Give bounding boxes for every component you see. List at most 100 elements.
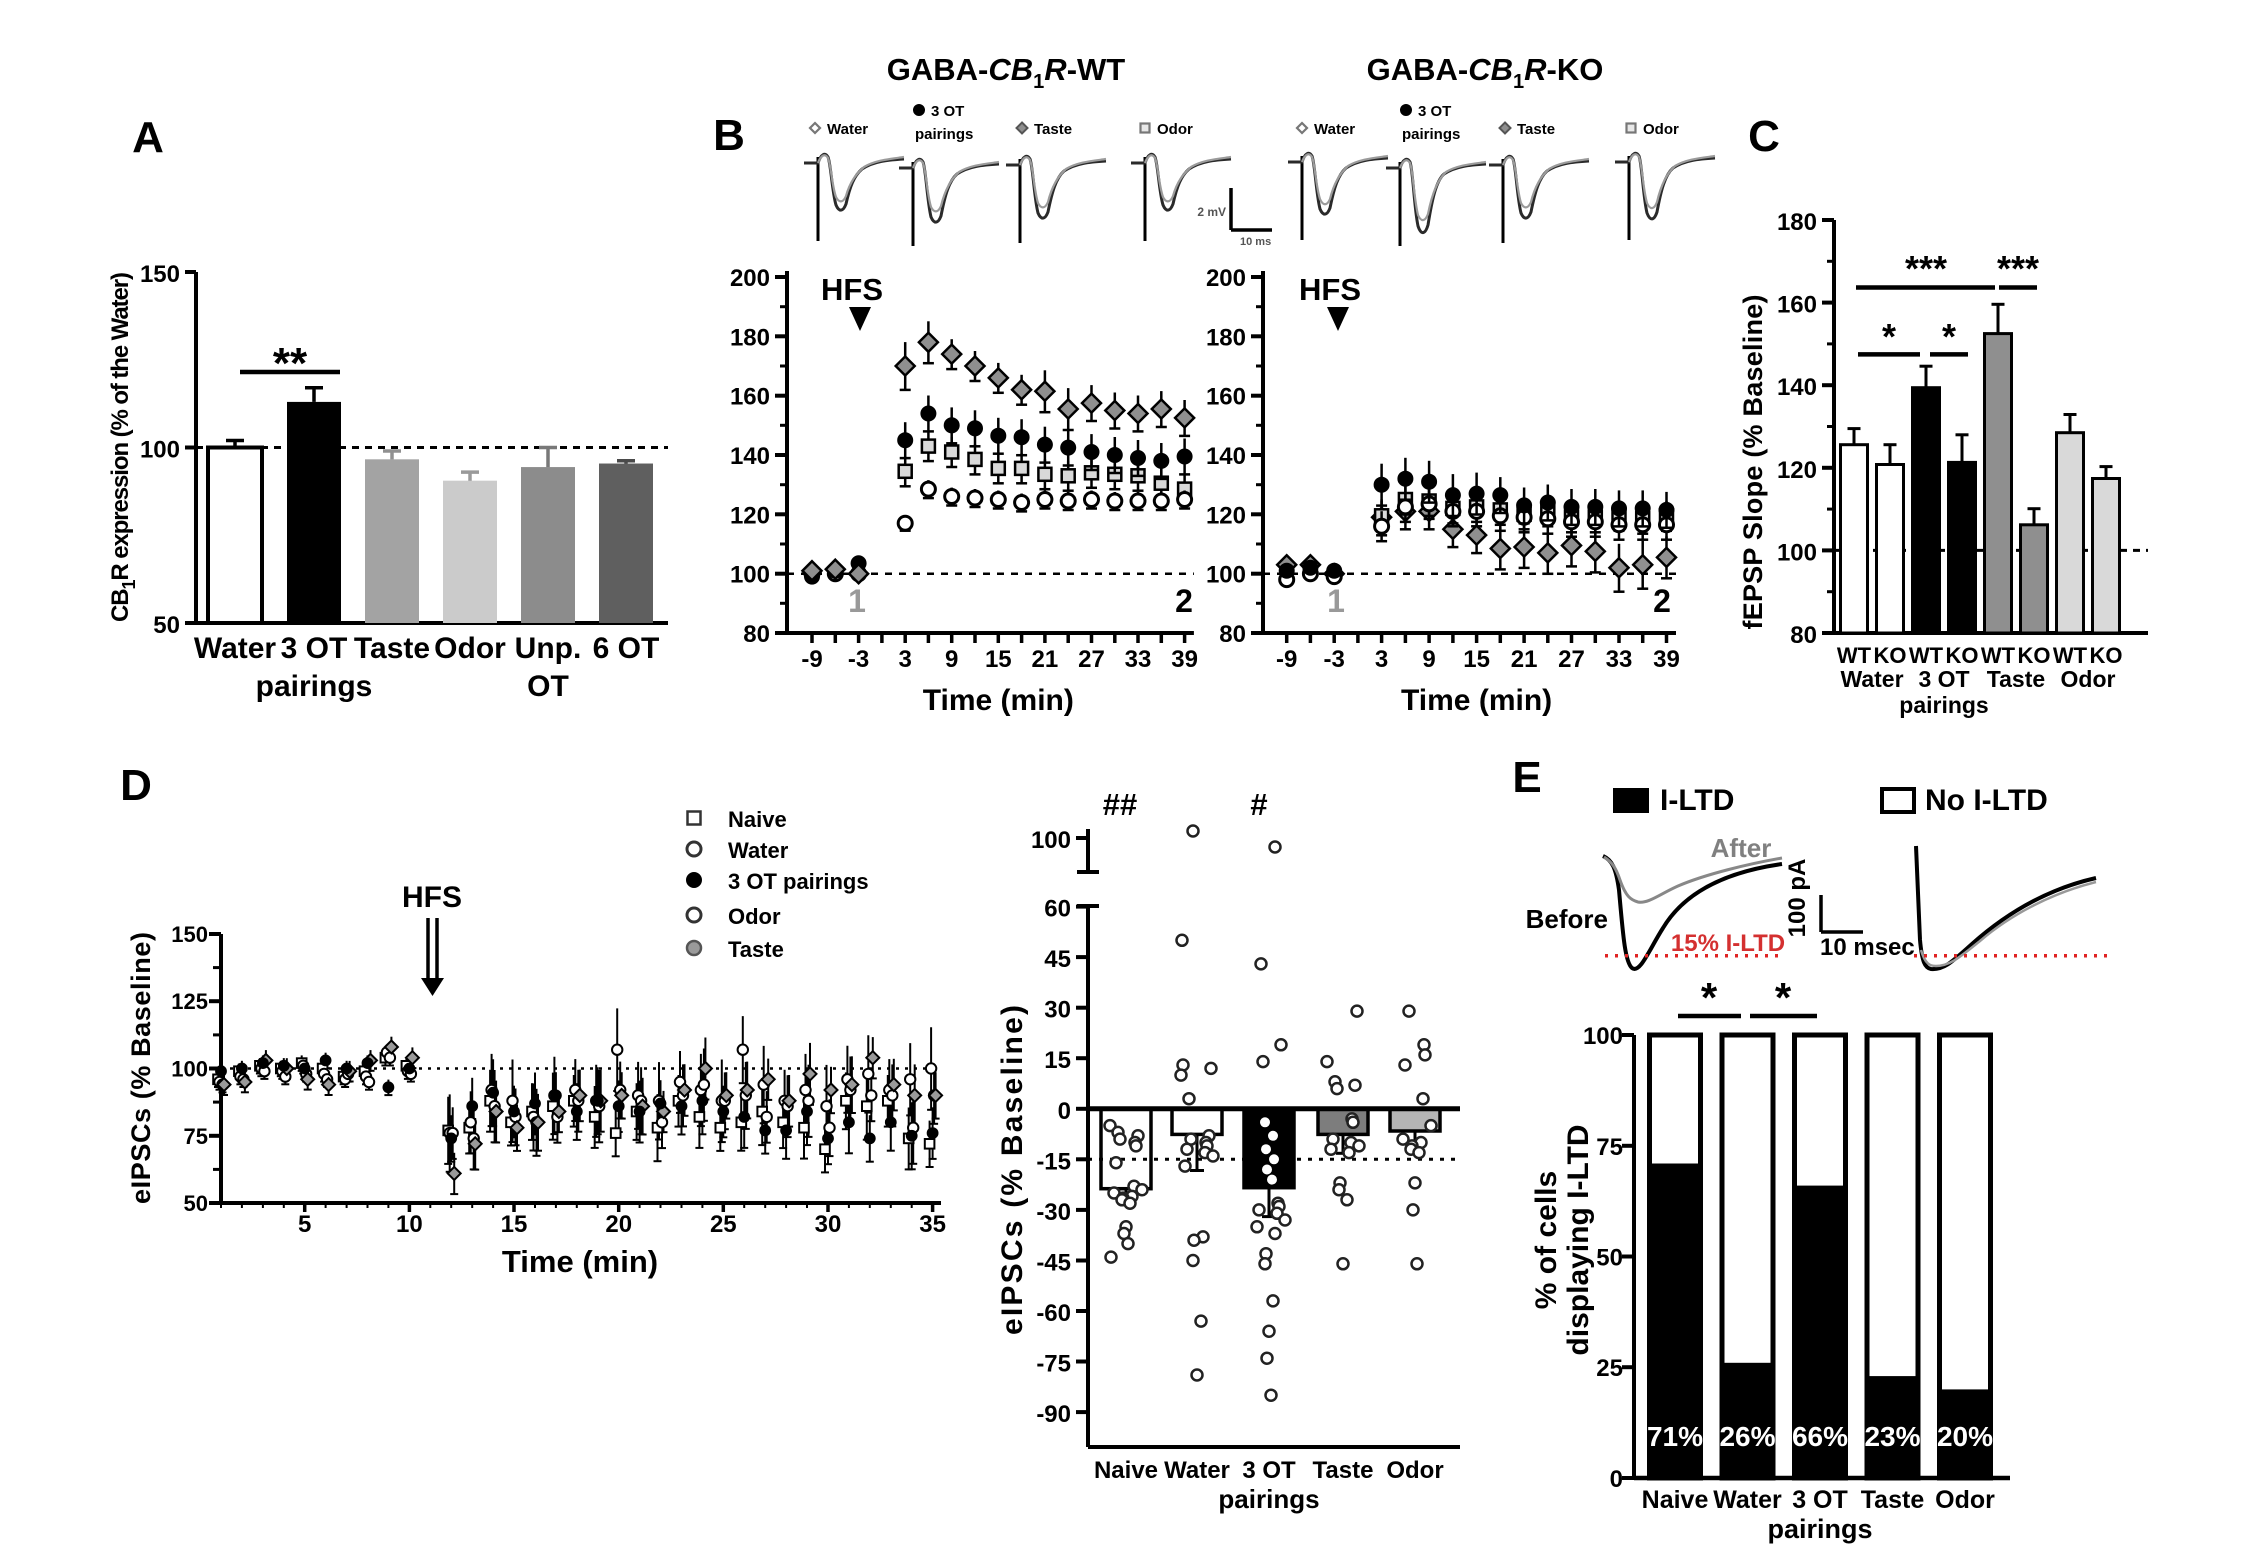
svg-text:GABA-CB1R-KO: GABA-CB1R-KO: [1367, 52, 1604, 93]
svg-text:Naive: Naive: [1642, 1486, 1709, 1514]
svg-text:Naive: Naive: [1094, 1457, 1158, 1484]
svg-text:Water: Water: [1314, 121, 1355, 138]
svg-text:180: 180: [1206, 324, 1246, 351]
svg-text:120: 120: [730, 502, 770, 529]
svg-text:140: 140: [1206, 443, 1246, 470]
svg-text:100: 100: [1777, 539, 1817, 566]
svg-text:120: 120: [1777, 457, 1817, 484]
svg-text:10 ms: 10 ms: [1240, 236, 1271, 248]
svg-text:0: 0: [1058, 1098, 1071, 1125]
svg-text:100: 100: [1583, 1023, 1623, 1050]
svg-text:20%: 20%: [1937, 1421, 1993, 1452]
svg-text:E: E: [1512, 753, 1541, 802]
svg-text:Time (min): Time (min): [502, 1244, 658, 1279]
svg-text:HFS: HFS: [1299, 272, 1361, 307]
svg-text:-3: -3: [1324, 646, 1345, 673]
svg-text:80: 80: [1790, 622, 1817, 649]
svg-text:B: B: [713, 111, 745, 160]
svg-text:Time (min): Time (min): [1401, 684, 1552, 717]
svg-text:KO: KO: [2018, 643, 2051, 668]
svg-text:30: 30: [1044, 997, 1071, 1024]
svg-text:39: 39: [1653, 646, 1680, 673]
svg-text:pairings: pairings: [915, 126, 973, 143]
svg-text:-30: -30: [1036, 1199, 1071, 1226]
svg-text:1: 1: [1327, 583, 1345, 619]
svg-text:5: 5: [298, 1211, 311, 1238]
svg-text:100: 100: [1206, 562, 1246, 589]
svg-text:eIPSCs (% Baseline): eIPSCs (% Baseline): [996, 1005, 1029, 1335]
svg-text:OT: OT: [527, 670, 569, 703]
svg-text:Time (min): Time (min): [923, 684, 1074, 717]
svg-text:#: #: [1250, 787, 1267, 822]
svg-text:Unp.: Unp.: [515, 632, 582, 665]
svg-text:A: A: [132, 113, 164, 162]
svg-text:100: 100: [1031, 827, 1071, 854]
svg-text:15: 15: [1044, 1047, 1071, 1074]
svg-text:180: 180: [730, 324, 770, 351]
svg-text:2: 2: [1175, 583, 1193, 619]
svg-text:Taste: Taste: [728, 937, 784, 962]
svg-text:*: *: [1775, 974, 1792, 1021]
svg-text:71%: 71%: [1647, 1421, 1703, 1452]
svg-text:Odor: Odor: [728, 904, 781, 929]
svg-text:Odor: Odor: [1935, 1486, 1995, 1514]
svg-text:160: 160: [1777, 292, 1817, 319]
svg-text:21: 21: [1032, 646, 1059, 673]
svg-text:Taste: Taste: [1313, 1457, 1374, 1484]
svg-text:23%: 23%: [1864, 1421, 1920, 1452]
svg-text:HFS: HFS: [821, 272, 883, 307]
svg-text:10 msec: 10 msec: [1820, 934, 1915, 961]
svg-text:2: 2: [1653, 583, 1671, 619]
svg-text:120: 120: [1206, 502, 1246, 529]
svg-text:200: 200: [1206, 265, 1246, 292]
svg-text:pairings: pairings: [256, 670, 373, 703]
svg-text:10: 10: [396, 1211, 423, 1238]
svg-text:-9: -9: [801, 646, 822, 673]
svg-text:KO: KO: [1946, 643, 1979, 668]
svg-text:After: After: [1711, 833, 1772, 863]
svg-text:Water: Water: [1164, 1457, 1230, 1484]
svg-text:9: 9: [1422, 646, 1435, 673]
svg-text:-3: -3: [848, 646, 869, 673]
svg-text:Water: Water: [1713, 1486, 1782, 1514]
svg-text:1: 1: [848, 583, 866, 619]
svg-text:Taste: Taste: [1517, 121, 1555, 138]
svg-text:3 OT pairings: 3 OT pairings: [728, 869, 869, 894]
svg-text:3 OT: 3 OT: [1418, 103, 1451, 120]
svg-text:-9: -9: [1276, 646, 1297, 673]
svg-text:KO: KO: [2090, 643, 2123, 668]
svg-text:Odor: Odor: [1386, 1457, 1443, 1484]
svg-text:##: ##: [1103, 787, 1137, 822]
svg-text:0: 0: [1610, 1466, 1623, 1493]
svg-text:50: 50: [1596, 1245, 1623, 1272]
svg-text:pairings: pairings: [1402, 126, 1460, 143]
svg-text:140: 140: [1777, 374, 1817, 401]
svg-text:Odor: Odor: [434, 632, 506, 665]
svg-text:Odor: Odor: [1157, 121, 1193, 138]
svg-text:Before: Before: [1526, 904, 1608, 934]
svg-text:**: **: [273, 339, 308, 388]
svg-text:3 OT: 3 OT: [1792, 1486, 1848, 1514]
svg-text:15% I-LTD: 15% I-LTD: [1671, 930, 1785, 957]
svg-text:***: ***: [1997, 248, 2039, 289]
svg-text:***: ***: [1905, 248, 1947, 289]
svg-text:*: *: [1942, 316, 1956, 357]
svg-text:140: 140: [730, 443, 770, 470]
svg-text:-45: -45: [1036, 1250, 1071, 1277]
svg-text:D: D: [120, 761, 152, 810]
svg-text:2 mV: 2 mV: [1197, 205, 1226, 219]
svg-text:-60: -60: [1036, 1300, 1071, 1327]
svg-text:75: 75: [1596, 1134, 1623, 1161]
svg-text:15: 15: [501, 1211, 528, 1238]
svg-text:Taste: Taste: [1987, 666, 2045, 692]
svg-text:Water: Water: [1840, 666, 1903, 692]
svg-text:fEPSP Slope (% Baseline): fEPSP Slope (% Baseline): [1738, 295, 1768, 630]
svg-text:Odor: Odor: [2061, 666, 2116, 692]
svg-text:Water: Water: [728, 838, 789, 863]
svg-text:pairings: pairings: [1899, 692, 1988, 718]
svg-text:WT: WT: [2053, 643, 2088, 668]
svg-text:80: 80: [1219, 621, 1246, 648]
svg-text:WT: WT: [1837, 643, 1872, 668]
svg-text:200: 200: [730, 265, 770, 292]
svg-text:20: 20: [605, 1211, 632, 1238]
